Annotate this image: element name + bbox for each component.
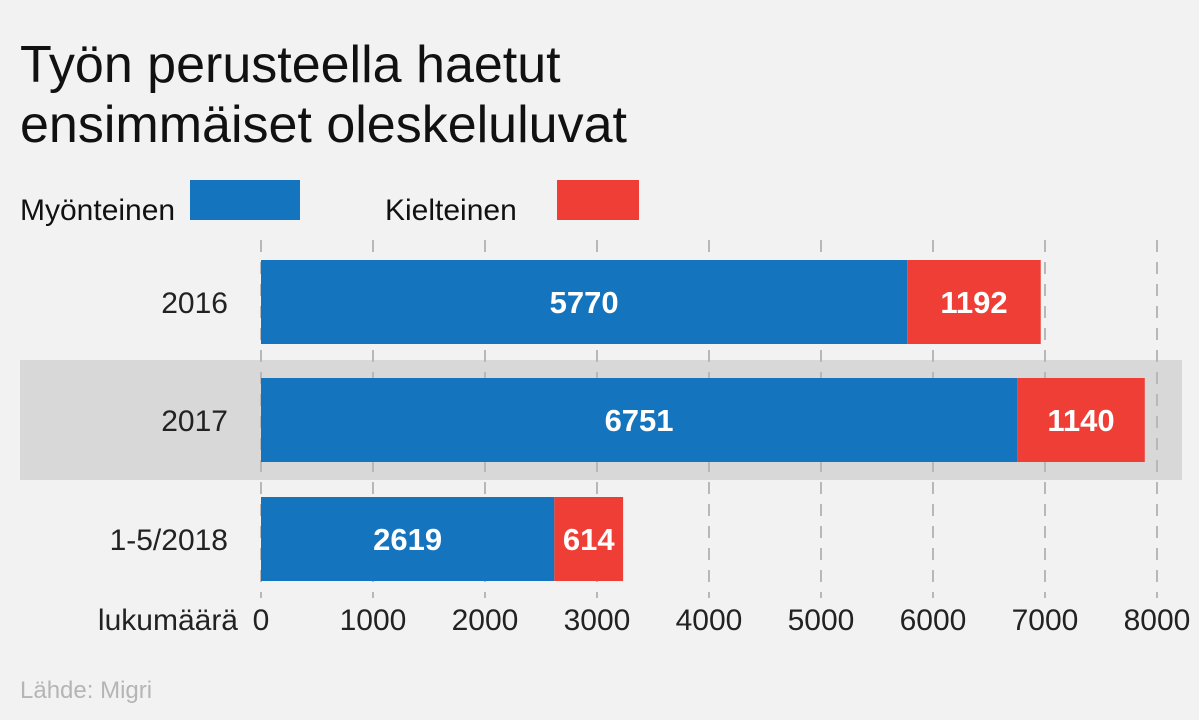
value-label-2016-kielteinen: 1192 — [940, 285, 1007, 320]
x-tick-labels: 0 1000 2000 3000 4000 5000 6000 7000 8000 — [253, 604, 1191, 637]
chart-title: Työn perusteella haetut ensimmäiset oles… — [20, 36, 627, 154]
bar-2017-myönteinen — [261, 378, 1018, 462]
bar-2016-kielteinen — [907, 260, 1041, 344]
value-label-2016-myönteinen: 5770 — [550, 285, 619, 320]
bars — [261, 260, 1145, 581]
bar-2017-kielteinen — [1017, 378, 1145, 462]
x-tick-label-7000: 7000 — [1012, 604, 1079, 637]
x-tick-label-5000: 5000 — [788, 604, 855, 637]
value-label-2017-myönteinen: 6751 — [605, 403, 674, 438]
title-line-2: ensimmäiset oleskeluluvat — [20, 96, 627, 154]
x-tick-label-6000: 6000 — [900, 604, 967, 637]
x-tick-label-4000: 4000 — [676, 604, 743, 637]
value-labels: 5770 1192 6751 1140 2619 614 — [373, 285, 1114, 557]
legend: Myönteinen Kielteinen — [20, 180, 639, 227]
legend-swatch-kielteinen — [557, 180, 639, 220]
category-label-2017: 2017 — [161, 405, 228, 438]
bar-2016-myönteinen — [261, 260, 908, 344]
x-tick-label-8000: 8000 — [1124, 604, 1191, 637]
title-line-1: Työn perusteella haetut — [20, 36, 561, 94]
bar-1-5/2018-myönteinen — [261, 497, 555, 581]
x-tick-label-1000: 1000 — [340, 604, 407, 637]
x-tick-label-3000: 3000 — [564, 604, 631, 637]
legend-swatch-myonteinen — [190, 180, 300, 220]
x-axis-title: lukumäärä — [98, 604, 238, 637]
legend-label-kielteinen: Kielteinen — [385, 194, 517, 227]
value-label-1-5/2018-kielteinen: 614 — [563, 522, 615, 557]
x-axis: lukumäärä 0 1000 2000 3000 4000 5000 6000 7000 8… — [98, 604, 1190, 637]
source-note: Lähde: Migri — [20, 677, 152, 704]
category-label-1-5/2018: 1-5/2018 — [110, 524, 228, 557]
x-tick-label-0: 0 — [253, 604, 270, 637]
legend-label-myonteinen: Myönteinen — [20, 194, 175, 227]
bar-1-5/2018-kielteinen — [554, 497, 624, 581]
category-labels: 2016 2017 1-5/2018 — [110, 287, 228, 557]
x-tick-label-2000: 2000 — [452, 604, 519, 637]
value-label-1-5/2018-myönteinen: 2619 — [373, 522, 442, 557]
value-label-2017-kielteinen: 1140 — [1047, 403, 1114, 438]
category-label-2016: 2016 — [161, 287, 228, 320]
